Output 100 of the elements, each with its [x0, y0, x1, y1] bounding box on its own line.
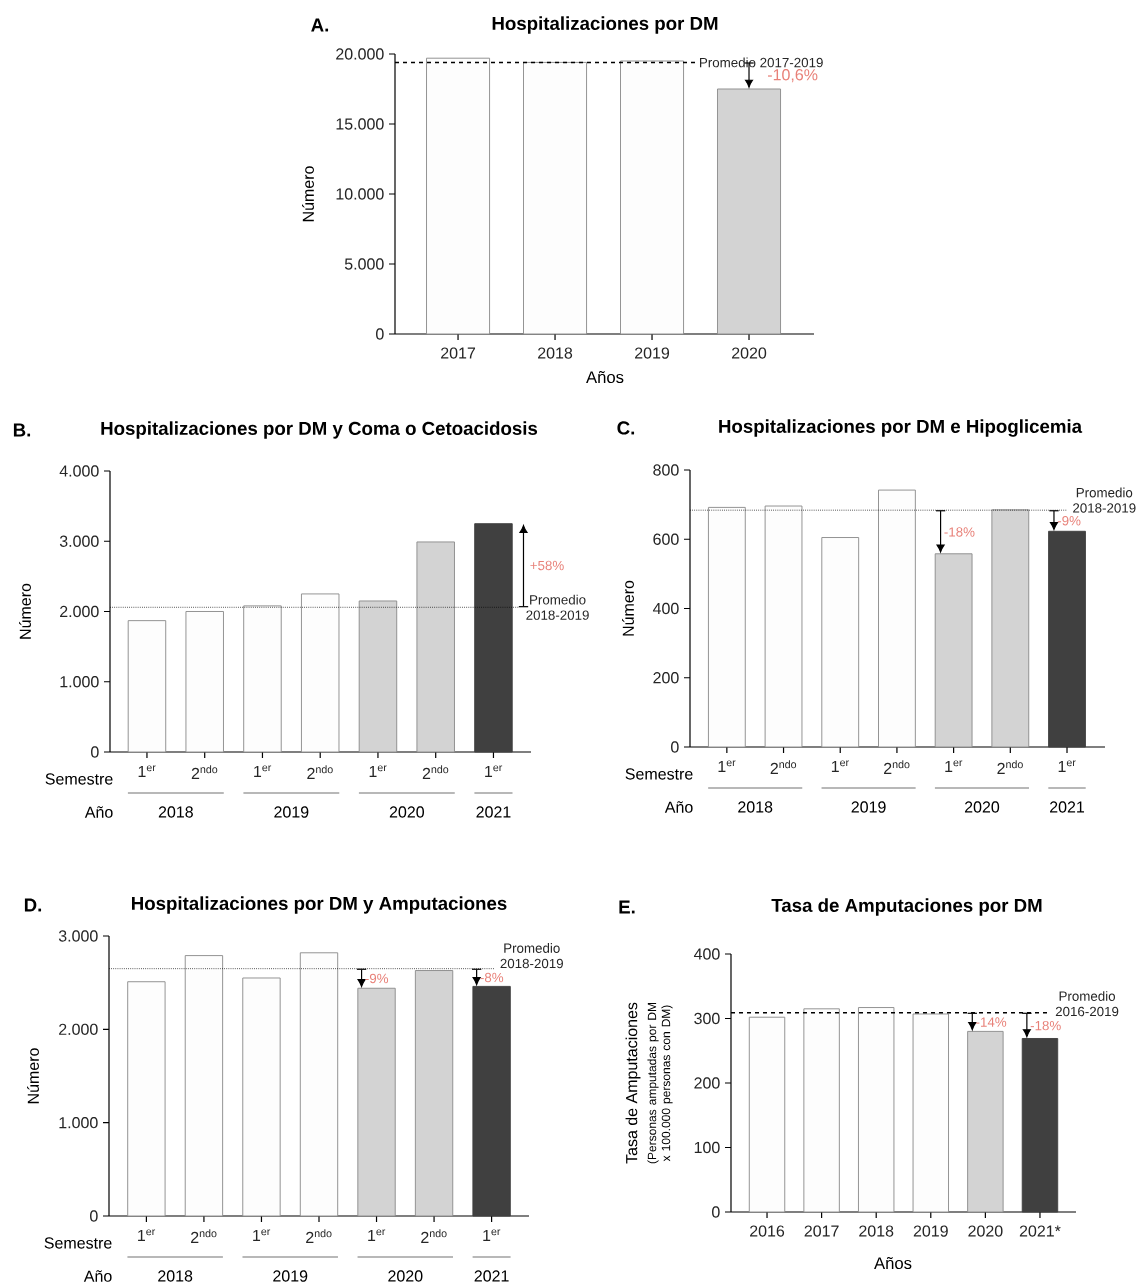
text: 2019	[274, 806, 309, 818]
text: Año	[84, 806, 113, 818]
x-tick-label: 2019	[635, 347, 670, 359]
x-tick-label: 2020	[968, 1225, 1003, 1237]
text: 2018	[158, 1270, 193, 1282]
x-tick-label: 2$^{ndo}$	[191, 1229, 217, 1243]
text: 2021	[474, 1270, 509, 1282]
annotation: -14%	[976, 1017, 1007, 1027]
x-tick-label: 1$^{er}$	[138, 1229, 156, 1241]
y-tick-label: 5.000	[344, 258, 384, 270]
text: 2018	[738, 801, 773, 813]
text: 2021	[1050, 801, 1085, 813]
y-tick-label: 400	[652, 602, 679, 615]
y-tick-label: 4.000	[59, 465, 99, 477]
text: +58%	[530, 560, 564, 571]
y-tick-label: 0	[91, 746, 99, 758]
x-tick-label: 1$^{er}$	[369, 765, 387, 777]
y-tick-label: 100	[694, 1141, 720, 1154]
bar	[184, 955, 224, 1217]
annotation: -9%	[365, 973, 389, 984]
y-tick-label: 15.000	[336, 118, 384, 130]
y-axis-title: Número	[27, 1048, 39, 1104]
bar	[912, 1013, 949, 1213]
bar	[523, 61, 588, 335]
chart-title: Hospitalizaciones por DM	[492, 16, 718, 34]
text: 2021	[476, 806, 511, 818]
x-tick-label: 2$^{ndo}$	[884, 760, 910, 774]
bar	[416, 541, 455, 753]
text: (Personas amputadas por DM x 100.000 personas con DM)	[647, 1002, 673, 1164]
x-tick-label: 2018	[538, 347, 573, 359]
bar	[300, 593, 340, 753]
chart-title: Hospitalizaciones por DM e Hipoglicemia	[719, 419, 1083, 437]
y-axis-title: Número	[302, 166, 314, 222]
y-tick-label: 1.000	[59, 1117, 98, 1129]
bar	[299, 952, 339, 1217]
x-tick-label: 2$^{ndo}$	[422, 765, 449, 779]
y-tick-label: 20.000	[336, 48, 384, 60]
x-axis-title: Años	[874, 1256, 912, 1270]
y-tick-label: 10.000	[336, 188, 384, 200]
x-axis-title: Años	[586, 370, 624, 384]
x-tick-label: 2016	[750, 1225, 785, 1237]
x-tick-label: 2$^{ndo}$	[306, 1229, 332, 1243]
annotation: -18%	[944, 527, 975, 537]
bar	[472, 985, 511, 1217]
y-tick-label: 0	[671, 741, 679, 753]
x-tick-label: 2$^{ndo}$	[770, 760, 797, 774]
bar	[707, 506, 746, 748]
x-tick-label: 2018	[859, 1225, 894, 1237]
text: Semestre	[44, 1237, 112, 1249]
text: 2019	[273, 1270, 308, 1282]
x-tick-label: 1$^{er}$	[483, 1229, 501, 1241]
text: C.	[617, 421, 635, 435]
bar	[717, 88, 782, 335]
annotation: -10,6%	[767, 69, 818, 83]
bar	[185, 611, 224, 753]
x-tick-label: 2$^{ndo}$	[997, 760, 1023, 774]
bar	[357, 987, 396, 1217]
y-tick-label: 200	[653, 672, 679, 684]
y-tick-label: 300	[694, 1012, 720, 1025]
x-tick-label: 1$^{er}$	[253, 1229, 271, 1241]
bar	[242, 977, 281, 1217]
y-tick-label: 600	[653, 533, 679, 545]
annotation: -9%	[1057, 516, 1081, 526]
x-tick-label: 1$^{er}$	[718, 760, 736, 772]
bar	[878, 489, 916, 748]
y-tick-label: 400	[693, 948, 720, 960]
x-tick-label: 2017	[804, 1225, 839, 1237]
y-tick-label: 0	[90, 1210, 98, 1222]
y-tick-label: 2.000	[60, 605, 99, 618]
x-tick-label: 2017	[441, 347, 476, 359]
y-tick-label: 2.000	[59, 1023, 98, 1035]
y-tick-label: 3.000	[59, 535, 99, 547]
text: E.	[619, 900, 635, 914]
x-tick-label: 2021*	[1019, 1225, 1061, 1237]
bar	[991, 509, 1030, 748]
bar	[1021, 1038, 1059, 1213]
bar	[1048, 530, 1086, 748]
bar	[474, 523, 513, 753]
text: D.	[24, 898, 42, 912]
x-tick-label: 2019	[913, 1225, 948, 1237]
y-tick-label: 200	[694, 1077, 720, 1089]
x-tick-label: 1$^{er}$	[1058, 760, 1076, 772]
y-tick-label: 3.000	[58, 930, 98, 942]
text: Año	[83, 1270, 112, 1282]
bar	[803, 1008, 840, 1213]
y-tick-label: 0	[376, 328, 384, 340]
y-tick-label: 1.000	[60, 676, 99, 688]
text: 2018	[158, 806, 193, 818]
x-tick-label: 2020	[732, 347, 767, 359]
bar	[821, 537, 860, 748]
ref-line-label: Promedio 2018-2019	[526, 594, 589, 620]
text: Semestre	[45, 773, 113, 785]
text: 2020	[389, 806, 425, 818]
y-tick-label: 800	[653, 464, 679, 476]
x-tick-label: 1$^{er}$	[138, 765, 156, 777]
chart-title: Hospitalizaciones por DM y Coma o Cetoacidosis	[101, 421, 538, 439]
bar	[857, 1007, 895, 1213]
text: A.	[311, 18, 329, 32]
text: Semestre	[625, 768, 693, 780]
text: B.	[13, 423, 31, 437]
